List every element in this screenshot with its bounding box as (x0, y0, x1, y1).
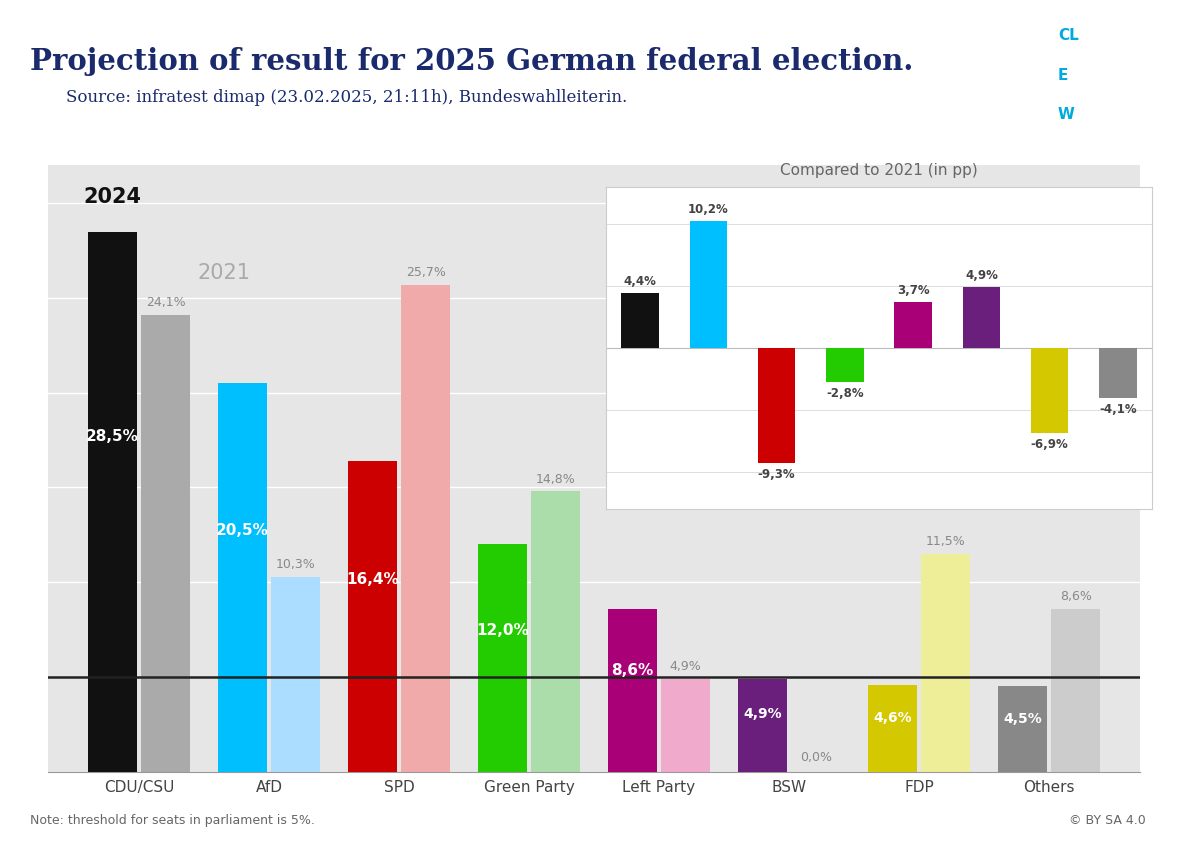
Bar (758, 348, 796, 463)
Text: 12,0%: 12,0% (476, 623, 529, 639)
Text: 28,5%: 28,5% (86, 429, 139, 444)
Bar (1099, 348, 1136, 399)
Bar (622, 293, 659, 348)
Text: 4,4%: 4,4% (624, 276, 656, 288)
Text: -6,9%: -6,9% (1031, 438, 1068, 451)
Bar (826, 348, 864, 382)
Text: 16,4%: 16,4% (346, 572, 398, 587)
Text: E: E (1058, 68, 1068, 82)
Text: Source: infratest dimap (23.02.2025, 21:11h), Bundeswahlleiterin.: Source: infratest dimap (23.02.2025, 21:… (66, 89, 628, 106)
Bar (607, 609, 658, 772)
Bar (88, 232, 137, 772)
Bar (140, 315, 191, 772)
Text: 0,0%: 0,0% (799, 751, 832, 764)
Text: NERGY: NERGY (1081, 68, 1140, 82)
Bar (478, 544, 527, 772)
Text: 4,5%: 4,5% (1003, 711, 1042, 726)
Text: 11,5%: 11,5% (925, 535, 966, 548)
Title: Compared to 2021 (in pp): Compared to 2021 (in pp) (780, 164, 978, 178)
Text: IRE: IRE (1081, 108, 1109, 122)
Text: 4,9%: 4,9% (670, 660, 702, 673)
Bar (738, 679, 787, 772)
Text: EAN: EAN (1105, 28, 1140, 42)
Bar (1051, 609, 1100, 772)
Text: CL: CL (1058, 28, 1079, 42)
Bar (962, 287, 1000, 348)
Bar (868, 684, 917, 772)
Text: 10,3%: 10,3% (276, 558, 316, 571)
Bar (217, 383, 268, 772)
Bar (690, 221, 727, 348)
Bar (348, 461, 397, 772)
Text: W: W (1058, 108, 1075, 122)
Text: 20,5%: 20,5% (216, 523, 269, 538)
Bar (920, 554, 971, 772)
Bar (661, 679, 710, 772)
Bar (1031, 348, 1068, 433)
Bar (271, 577, 320, 772)
Text: Note: threshold for seats in parliament is 5%.: Note: threshold for seats in parliament … (30, 814, 314, 827)
Text: -2,8%: -2,8% (826, 388, 864, 400)
Text: 3,7%: 3,7% (896, 284, 930, 297)
Text: 4,9%: 4,9% (965, 269, 998, 282)
Text: © BY SA 4.0: © BY SA 4.0 (1069, 814, 1146, 827)
Text: 25,7%: 25,7% (406, 266, 445, 279)
Text: 2024: 2024 (83, 187, 142, 207)
Bar (894, 302, 932, 348)
Text: 4,9%: 4,9% (743, 707, 781, 721)
Text: 10,2%: 10,2% (688, 204, 728, 216)
Text: -9,3%: -9,3% (758, 468, 796, 481)
Bar (530, 491, 581, 772)
Text: -4,1%: -4,1% (1099, 404, 1136, 416)
Bar (997, 686, 1048, 772)
Bar (401, 285, 450, 772)
Text: Projection of result for 2025 German federal election.: Projection of result for 2025 German fed… (30, 47, 913, 75)
Text: 8,6%: 8,6% (611, 663, 654, 678)
Text: 2021: 2021 (198, 263, 251, 283)
Text: 24,1%: 24,1% (146, 296, 186, 310)
Text: 14,8%: 14,8% (535, 472, 576, 486)
Text: 8,6%: 8,6% (1060, 590, 1092, 603)
Text: 4,6%: 4,6% (874, 711, 912, 725)
